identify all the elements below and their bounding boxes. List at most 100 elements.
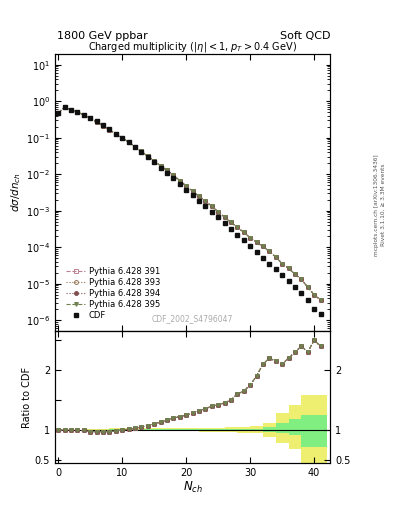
- Pythia 6.428 393: [152, 158, 156, 164]
- Pythia 6.428 391: [280, 261, 285, 267]
- Pythia 6.428 391: [229, 219, 233, 225]
- Pythia 6.428 394: [190, 188, 195, 194]
- Pythia 6.428 391: [299, 276, 304, 283]
- Text: Soft QCD: Soft QCD: [280, 31, 330, 41]
- CDF: [292, 284, 297, 290]
- Pythia 6.428 391: [75, 109, 80, 115]
- Pythia 6.428 391: [152, 158, 156, 164]
- CDF: [158, 165, 163, 171]
- Pythia 6.428 391: [94, 119, 99, 125]
- Pythia 6.428 395: [158, 163, 163, 169]
- Pythia 6.428 394: [229, 219, 233, 225]
- Pythia 6.428 391: [114, 131, 118, 137]
- Pythia 6.428 395: [216, 209, 220, 215]
- Pythia 6.428 393: [222, 214, 227, 220]
- Pythia 6.428 394: [261, 243, 265, 249]
- Pythia 6.428 391: [158, 163, 163, 169]
- Pythia 6.428 394: [203, 198, 208, 204]
- Pythia 6.428 391: [56, 110, 61, 116]
- Pythia 6.428 391: [184, 183, 189, 189]
- Pythia 6.428 394: [145, 153, 150, 159]
- Pythia 6.428 395: [248, 234, 253, 241]
- Pythia 6.428 391: [274, 254, 278, 260]
- Pythia 6.428 393: [69, 107, 73, 113]
- Pythia 6.428 394: [152, 158, 156, 164]
- CDF: [114, 131, 118, 137]
- Line: Pythia 6.428 394: Pythia 6.428 394: [56, 105, 323, 302]
- Pythia 6.428 391: [190, 188, 195, 194]
- Pythia 6.428 394: [177, 178, 182, 184]
- CDF: [132, 144, 137, 151]
- Pythia 6.428 391: [62, 104, 67, 111]
- Pythia 6.428 391: [145, 153, 150, 159]
- Pythia 6.428 395: [56, 110, 61, 116]
- Text: mcplots.cern.ch [arXiv:1306.3436]: mcplots.cern.ch [arXiv:1306.3436]: [374, 154, 379, 255]
- Pythia 6.428 391: [101, 123, 105, 129]
- Pythia 6.428 394: [274, 254, 278, 260]
- Pythia 6.428 391: [126, 139, 131, 145]
- Pythia 6.428 395: [292, 271, 297, 277]
- Pythia 6.428 395: [69, 107, 73, 113]
- CDF: [222, 220, 227, 226]
- Pythia 6.428 394: [158, 163, 163, 169]
- CDF: [152, 159, 156, 165]
- Pythia 6.428 393: [120, 135, 125, 141]
- Pythia 6.428 395: [254, 239, 259, 245]
- CDF: [305, 297, 310, 304]
- Pythia 6.428 393: [81, 112, 86, 118]
- Pythia 6.428 395: [171, 172, 176, 178]
- CDF: [267, 261, 272, 267]
- Pythia 6.428 393: [75, 109, 80, 115]
- Pythia 6.428 393: [184, 183, 189, 189]
- CDF: [203, 203, 208, 209]
- CDF: [318, 311, 323, 317]
- CDF: [216, 214, 220, 220]
- Pythia 6.428 393: [94, 119, 99, 125]
- Pythia 6.428 391: [69, 107, 73, 113]
- CDF: [165, 169, 169, 176]
- Pythia 6.428 391: [139, 148, 144, 155]
- Pythia 6.428 394: [75, 109, 80, 115]
- Pythia 6.428 393: [171, 172, 176, 178]
- CDF: [139, 149, 144, 155]
- CDF: [299, 290, 304, 296]
- Pythia 6.428 393: [299, 276, 304, 283]
- Pythia 6.428 394: [235, 224, 240, 230]
- Pythia 6.428 393: [56, 110, 61, 116]
- CDF: [190, 192, 195, 198]
- CDF: [254, 249, 259, 255]
- CDF: [126, 139, 131, 145]
- Pythia 6.428 394: [132, 144, 137, 150]
- Pythia 6.428 391: [132, 144, 137, 150]
- Text: Rivet 3.1.10, ≥ 3.3M events: Rivet 3.1.10, ≥ 3.3M events: [381, 163, 386, 246]
- X-axis label: $N_{ch}$: $N_{ch}$: [183, 480, 202, 495]
- Pythia 6.428 391: [203, 198, 208, 204]
- Pythia 6.428 393: [107, 127, 112, 133]
- Pythia 6.428 394: [184, 183, 189, 189]
- Pythia 6.428 394: [139, 148, 144, 155]
- CDF: [101, 122, 105, 129]
- Pythia 6.428 394: [254, 239, 259, 245]
- Pythia 6.428 391: [107, 127, 112, 133]
- Pythia 6.428 394: [126, 139, 131, 145]
- CDF: [177, 181, 182, 187]
- CDF: [280, 272, 285, 279]
- Pythia 6.428 394: [292, 271, 297, 277]
- Pythia 6.428 394: [120, 135, 125, 141]
- Pythia 6.428 391: [171, 172, 176, 178]
- Pythia 6.428 393: [254, 239, 259, 245]
- Legend: Pythia 6.428 391, Pythia 6.428 393, Pythia 6.428 394, Pythia 6.428 395, CDF: Pythia 6.428 391, Pythia 6.428 393, Pyth…: [65, 265, 162, 322]
- Pythia 6.428 394: [62, 104, 67, 111]
- CDF: [81, 112, 86, 118]
- Pythia 6.428 395: [190, 188, 195, 194]
- Pythia 6.428 394: [56, 110, 61, 116]
- Pythia 6.428 393: [241, 229, 246, 236]
- Pythia 6.428 395: [126, 139, 131, 145]
- CDF: [56, 110, 61, 116]
- Pythia 6.428 391: [318, 297, 323, 303]
- Pythia 6.428 393: [139, 148, 144, 155]
- CDF: [94, 118, 99, 124]
- Pythia 6.428 395: [139, 148, 144, 155]
- CDF: [286, 278, 291, 284]
- Pythia 6.428 393: [88, 115, 93, 121]
